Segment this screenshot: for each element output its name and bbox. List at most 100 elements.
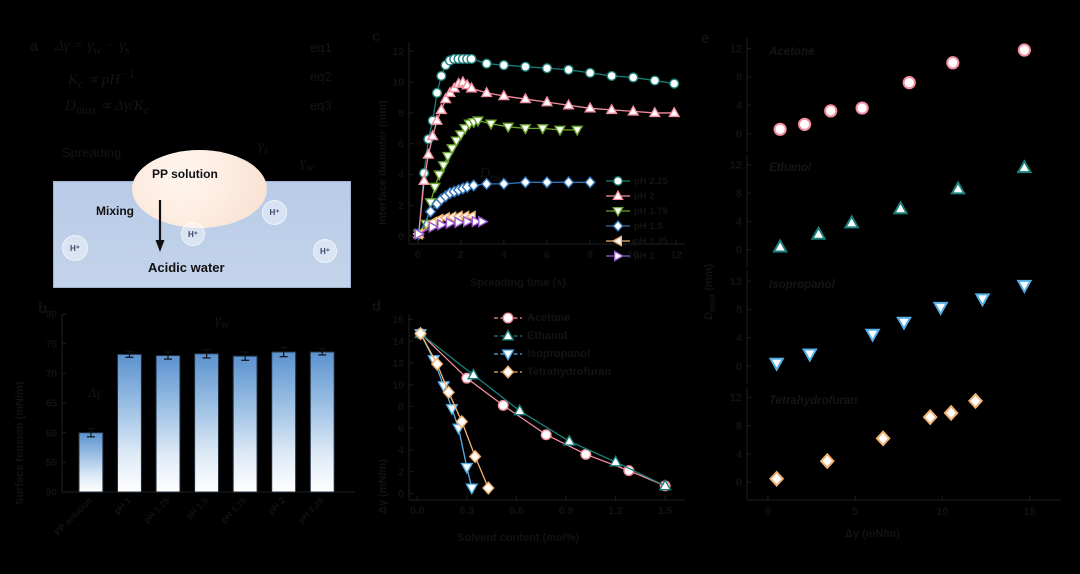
svg-text:0.6: 0.6	[509, 505, 524, 517]
panel-b-category-label: pH 2.25	[296, 495, 326, 525]
svg-text:70: 70	[46, 369, 58, 380]
svg-text:8: 8	[736, 72, 742, 84]
svg-text:0: 0	[398, 231, 404, 243]
panel-a-schematic: a Δγ = γw − γs eq1 Kc ∝ pH−1 eq2 Dmax ∝ …	[0, 0, 365, 290]
legend-item-ph-1-25[interactable]: pH 1.25	[605, 234, 668, 248]
legend-marker-icon	[606, 189, 630, 201]
svg-text:8: 8	[587, 249, 593, 261]
legend-item-ph-2[interactable]: pH 2	[605, 189, 655, 203]
legend-label: pH 1.75	[634, 205, 668, 217]
svg-text:10: 10	[392, 77, 404, 89]
panel-d-plot: 0.0 0.3 0.6 0.9 1.2 1.5 0 2 4 6 8 10 12 14 16	[392, 314, 685, 517]
equation-3-tag: eq3	[310, 98, 332, 113]
svg-text:4: 4	[398, 169, 404, 181]
svg-text:4: 4	[736, 333, 743, 345]
series-tetrahydrofuran	[414, 326, 495, 495]
subplot-acetone	[773, 43, 1031, 136]
panel-b-category-label: pH 1.75	[219, 495, 249, 525]
legend-item-ph-2-25[interactable]: pH 2.25	[605, 174, 668, 188]
spreading-label: Spreading	[62, 145, 122, 160]
svg-text:60: 60	[46, 428, 58, 439]
legend-item-tetrahydrofuran[interactable]: Tetrahydrofuran	[493, 364, 611, 380]
svg-text:8: 8	[736, 188, 742, 200]
svg-text:1.5: 1.5	[658, 505, 673, 517]
panel-a-label: a	[30, 38, 39, 55]
series-ph-1-5	[412, 176, 596, 241]
svg-text:0: 0	[765, 506, 771, 518]
legend-item-ph-1[interactable]: pH 1	[605, 249, 655, 263]
equation-1: Δγ = γw − γs	[55, 38, 131, 57]
svg-text:15: 15	[1023, 506, 1035, 518]
series-ph-1-75	[412, 116, 584, 241]
svg-text:4: 4	[501, 249, 507, 261]
gamma-w-label: γw	[300, 155, 315, 174]
panel-c-x-axis-label: Spreading time (s)	[470, 277, 566, 289]
mixing-label: Mixing	[96, 204, 134, 218]
subplot-title-isopropanol: Isopropanol	[769, 278, 835, 291]
legend-label: pH 1.5	[634, 220, 663, 232]
legend-marker-icon	[606, 235, 630, 247]
svg-text:65: 65	[46, 399, 58, 410]
svg-text:12: 12	[730, 276, 742, 288]
panel-b-category-label: pH 2	[266, 495, 287, 516]
svg-text:0: 0	[736, 245, 742, 257]
svg-text:80: 80	[46, 310, 58, 321]
mixing-arrow	[155, 200, 165, 252]
panel-b-plot: 50 55 60 65 70 75 80 PP solution pH 1 pH 1.25 pH 1…	[46, 310, 355, 537]
gamma-w-annotation: γw	[215, 312, 230, 331]
legend-marker-icon	[494, 349, 522, 361]
panel-b-bar-chart: b Surface tension (mN/m) Δγ γw 50 55 60 65 7…	[0, 290, 365, 574]
legend-item-acetone[interactable]: Acetone	[493, 310, 570, 326]
legend-label: pH 1	[634, 250, 655, 262]
legend-item-ethanol[interactable]: Ethanol	[493, 328, 567, 344]
panel-b-y-axis-label: Surface tension (mN/m)	[14, 381, 26, 505]
svg-text:8: 8	[736, 304, 742, 316]
svg-text:10: 10	[627, 249, 639, 261]
series-ph-2	[412, 75, 681, 239]
legend-marker-icon	[606, 206, 630, 218]
svg-text:0.3: 0.3	[460, 505, 475, 517]
svg-text:0.9: 0.9	[559, 505, 574, 517]
svg-text:50: 50	[46, 488, 58, 499]
svg-text:6: 6	[398, 423, 404, 435]
equation-2-tag: eq2	[310, 69, 332, 84]
svg-text:0: 0	[736, 128, 742, 140]
legend-marker-icon	[494, 329, 522, 341]
pp-solution-droplet	[132, 150, 267, 228]
acidic-water-label: Acidic water	[148, 260, 225, 275]
subplot-title-tetrahydrofuran: Tetrahydrofuran	[769, 394, 858, 407]
panel-d-surface-tension-drop: d Δγ (mN/m) Solvent content (mol%) 0.0 0.…	[365, 292, 695, 574]
svg-text:4: 4	[736, 100, 743, 112]
svg-text:12: 12	[671, 249, 683, 261]
legend-label: Isopropanol	[527, 348, 590, 360]
panel-b-category-label: PP solution	[52, 495, 94, 537]
svg-text:8: 8	[398, 401, 404, 413]
legend-item-ph-1-5[interactable]: pH 1.5	[605, 219, 663, 233]
legend-item-ph-1-75[interactable]: pH 1.75	[605, 204, 668, 218]
proton-icon: H⁺	[313, 239, 337, 263]
pp-solution-label: PP solution	[152, 167, 218, 181]
panel-d-label: d	[372, 298, 382, 315]
panel-c-plot: 0 2 4 6 8 10 12 0 2 4 6 8 10 12	[392, 42, 685, 261]
svg-text:0: 0	[398, 488, 404, 500]
svg-text:0.0: 0.0	[410, 505, 425, 517]
svg-text:75: 75	[46, 339, 58, 350]
subplot-tetrahydrofuran	[769, 392, 984, 487]
svg-text:12: 12	[730, 43, 742, 55]
svg-text:10: 10	[936, 506, 948, 518]
legend-item-isopropanol[interactable]: Isopropanol	[493, 346, 590, 362]
legend-marker-icon	[606, 250, 630, 262]
panel-e-x-axis-label: Δγ (mN/m)	[845, 528, 900, 540]
legend-label: pH 2.25	[634, 175, 668, 187]
panel-b-label: b	[38, 300, 48, 317]
legend-marker-icon	[606, 176, 630, 186]
svg-text:0: 0	[736, 477, 742, 489]
svg-text:12: 12	[730, 160, 742, 172]
panel-d-x-axis-label: Solvent content (mol%)	[457, 532, 580, 544]
svg-text:0: 0	[736, 361, 742, 373]
panel-e-dmax-correlation: e Dmax (mm) Δγ (mN/m) 0 4 8 12 0 4 8 12 0 4 8 12 0 5 1…	[695, 0, 1080, 574]
legend-label: pH 2	[634, 190, 655, 202]
equation-1-tag: eq1	[310, 40, 332, 55]
panel-e-y-axis-label: Dmax (mm)	[703, 263, 718, 320]
legend-marker-icon	[494, 312, 522, 324]
